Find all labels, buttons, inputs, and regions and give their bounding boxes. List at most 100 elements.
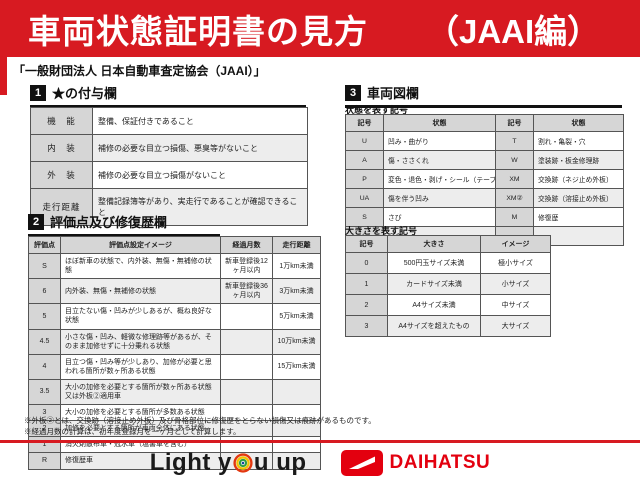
grade-history-table: 評価点 評価点設定イメージ 経過月数 走行距離 S ほぼ新車の状態で、内外装、無傷・無補修… xyxy=(28,236,321,470)
grade-cell: 3.5 xyxy=(28,378,61,406)
star-cell: 機 能 xyxy=(30,107,93,135)
size-table-row: 0 500円玉サイズ未満 極小サイズ xyxy=(345,252,551,274)
condition-column-header: 状態 xyxy=(383,114,496,132)
grade-column-header: 経過月数 xyxy=(220,236,273,254)
grade-table-row: 5 目立たない傷・凹みが少しあるが、概ね良好な状態 5万km未満 xyxy=(28,303,321,330)
grade-cell xyxy=(220,303,273,330)
grade-cell: 6 xyxy=(28,278,61,305)
grade-cell: 新車登録後36ヶ月以内 xyxy=(220,278,273,305)
grade-table-row: S ほぼ新車の状態で、内外装、無傷・無補修の状態 新車登録後12ヶ月以内 1万km未満 xyxy=(28,252,321,280)
grade-cell: 4.5 xyxy=(28,328,61,355)
footnote-2: ※経過月数の計算は、初年度登録月を一ヶ月として計算します。 xyxy=(24,426,241,436)
grade-cell: 5万km未満 xyxy=(272,303,321,330)
size-cell: 小サイズ xyxy=(480,273,551,295)
star-table-row: 機 能整備、保証付きであること xyxy=(30,107,308,135)
condition-column-header: 状態 xyxy=(533,114,624,132)
grade-column-header: 評価点設定イメージ xyxy=(60,236,221,254)
condition-cell: 傷を伴う凹み xyxy=(383,188,496,208)
condition-cell: 割れ・亀裂・穴 xyxy=(533,131,624,151)
condition-cell xyxy=(533,226,624,246)
size-cell: カードサイズ未満 xyxy=(387,273,481,295)
condition-cell: 塗装跡・板金修理跡 xyxy=(533,150,624,170)
condition-cell: 交換跡（溶接止め外板） xyxy=(533,188,624,208)
condition-cell: M xyxy=(495,207,534,227)
grade-cell: 内外装、無傷・無補修の状態 xyxy=(60,278,221,305)
star-cell: 内 装 xyxy=(30,134,93,162)
grade-table-row: 4 目立つ傷・凹み等が少しあり、加修が必要と思われる箇所が数ヶ所ある状態 15万km… xyxy=(28,353,321,380)
condition-table-row: A 傷・ささくれ W 塗装跡・板金修理跡 xyxy=(345,150,624,170)
grade-cell: 修復歴車 xyxy=(60,452,221,470)
grade-cell: 15万km未満 xyxy=(272,353,321,380)
section2-number: 2 xyxy=(28,213,44,230)
grade-cell: ほぼ新車の状態で、内外装、無傷・無補修の状態 xyxy=(60,252,221,280)
condition-table-row: S さび M 修復歴 xyxy=(345,207,624,227)
size-symbols-table: 記号 大きさ イメージ 0 500円玉サイズ未満 極小サイズ 1 カードサイズ未満 小サイズ 2 A… xyxy=(345,235,551,337)
size-column-header: イメージ xyxy=(480,235,551,253)
bottom-red-line xyxy=(0,440,640,443)
condition-column-header: 記号 xyxy=(495,114,534,132)
condition-table-row: UA 傷を伴う凹み XM② 交換跡（溶接止め外板） xyxy=(345,188,624,208)
size-table-row: 2 A4サイズ未満 中サイズ xyxy=(345,294,551,316)
size-cell: 2 xyxy=(345,294,388,316)
grade-column-header: 走行距離 xyxy=(272,236,321,254)
condition-column-header: 記号 xyxy=(345,114,384,132)
grade-table-row: 3 大小の加修を必要とする箇所が多数ある状態 xyxy=(28,404,321,422)
slogan-text-right: u up xyxy=(253,449,307,476)
daihatsu-logo: DAIHATSU xyxy=(340,450,491,476)
grade-cell: 10万km未満 xyxy=(272,328,321,355)
section2-header: 2 評価点及び修復歴欄 xyxy=(28,212,220,237)
grade-column-header: 評価点 xyxy=(28,236,61,254)
grade-cell xyxy=(220,353,273,380)
condition-cell: XM xyxy=(495,169,534,189)
grade-cell: 目立つ傷・凹み等が少しあり、加修が必要と思われる箇所が数ヶ所ある状態 xyxy=(60,353,221,380)
grade-table-row: R 修復歴車 xyxy=(28,452,321,470)
footnotes: ※外板②とは、交換跡（溶接止め外板）及び骨格部位に修復歴をとらない損傷又は痕跡が… xyxy=(24,416,376,437)
grade-cell xyxy=(272,452,321,470)
condition-cell: U xyxy=(345,131,384,151)
star-table-row: 内 装補修の必要な目立つ損傷、悪臭等がないこと xyxy=(30,134,308,162)
grade-cell: R xyxy=(28,452,61,470)
star-cell: 整備、保証付きであること xyxy=(92,107,308,135)
condition-cell: W xyxy=(495,150,534,170)
section1-number: 1 xyxy=(30,84,46,101)
condition-cell: XM② xyxy=(495,188,534,208)
grade-cell: 3万km未満 xyxy=(272,278,321,305)
grade-cell xyxy=(272,378,321,406)
page-title-edition: （JAAI編） xyxy=(426,12,601,50)
organization-subtitle: 「一般財団法人 日本自動車査定協会（JAAI）」 xyxy=(13,64,266,78)
grade-cell: 小さな傷・凹み、軽微な修理跡等があるが、そのまま加修せずに十分乗れる状態 xyxy=(60,328,221,355)
star-cell: 外 装 xyxy=(30,161,93,189)
page-title: 車両状態証明書の見方 xyxy=(28,12,368,50)
condition-cell: 修復歴 xyxy=(533,207,624,227)
star-cell: 整備記録簿等があり、実走行であることが確認できること xyxy=(92,188,308,226)
star-cell: 補修の必要な目立つ損傷、悪臭等がないこと xyxy=(92,134,308,162)
size-cell: 3 xyxy=(345,315,388,337)
daihatsu-wordmark: DAIHATSU xyxy=(389,452,491,473)
grade-cell: S xyxy=(28,252,61,280)
star-table-row: 外 装補修の必要な目立つ損傷がないこと xyxy=(30,161,308,189)
footer: Light y u up DAIHATSU xyxy=(0,447,640,479)
size-cell: 0 xyxy=(345,252,388,274)
star-cell: 補修の必要な目立つ損傷がないこと xyxy=(92,161,308,189)
size-table-row: 1 カードサイズ未満 小サイズ xyxy=(345,273,551,295)
grade-cell: 目立たない傷・凹みが少しあるが、概ね良好な状態 xyxy=(60,303,221,330)
grade-table-row: 4.5 小さな傷・凹み、軽微な修理跡等があるが、そのまま加修せずに十分乗れる状態 1… xyxy=(28,328,321,355)
section3-number: 3 xyxy=(345,84,361,101)
size-cell: 中サイズ xyxy=(480,294,551,316)
grade-cell: 大小の加修を必要とする箇所が数ヶ所ある状態又は外板②適用車 xyxy=(60,378,221,406)
left-red-strip xyxy=(0,57,7,95)
size-cell: 大サイズ xyxy=(480,315,551,337)
grade-cell: 新車登録後12ヶ月以内 xyxy=(220,252,273,280)
page-banner: 車両状態証明書の見方 （JAAI編） xyxy=(0,0,640,57)
condition-cell: A xyxy=(345,150,384,170)
grade-cell: 1万km未満 xyxy=(272,252,321,280)
condition-cell: P xyxy=(345,169,384,189)
footnote-1: ※外板②とは、交換跡（溶接止め外板）及び骨格部位に修復歴をとらない損傷又は痕跡が… xyxy=(24,416,376,425)
condition-cell: 交換跡（ネジ止め外板） xyxy=(533,169,624,189)
condition-cell: 凹み・曲がり xyxy=(383,131,496,151)
condition-cell: T xyxy=(495,131,534,151)
size-symbols-label: 大きさを表す記号 xyxy=(345,226,418,236)
slogan-text-left: Light y xyxy=(149,449,232,476)
condition-cell: UA xyxy=(345,188,384,208)
section1-title: ★の付与欄 xyxy=(52,86,118,101)
